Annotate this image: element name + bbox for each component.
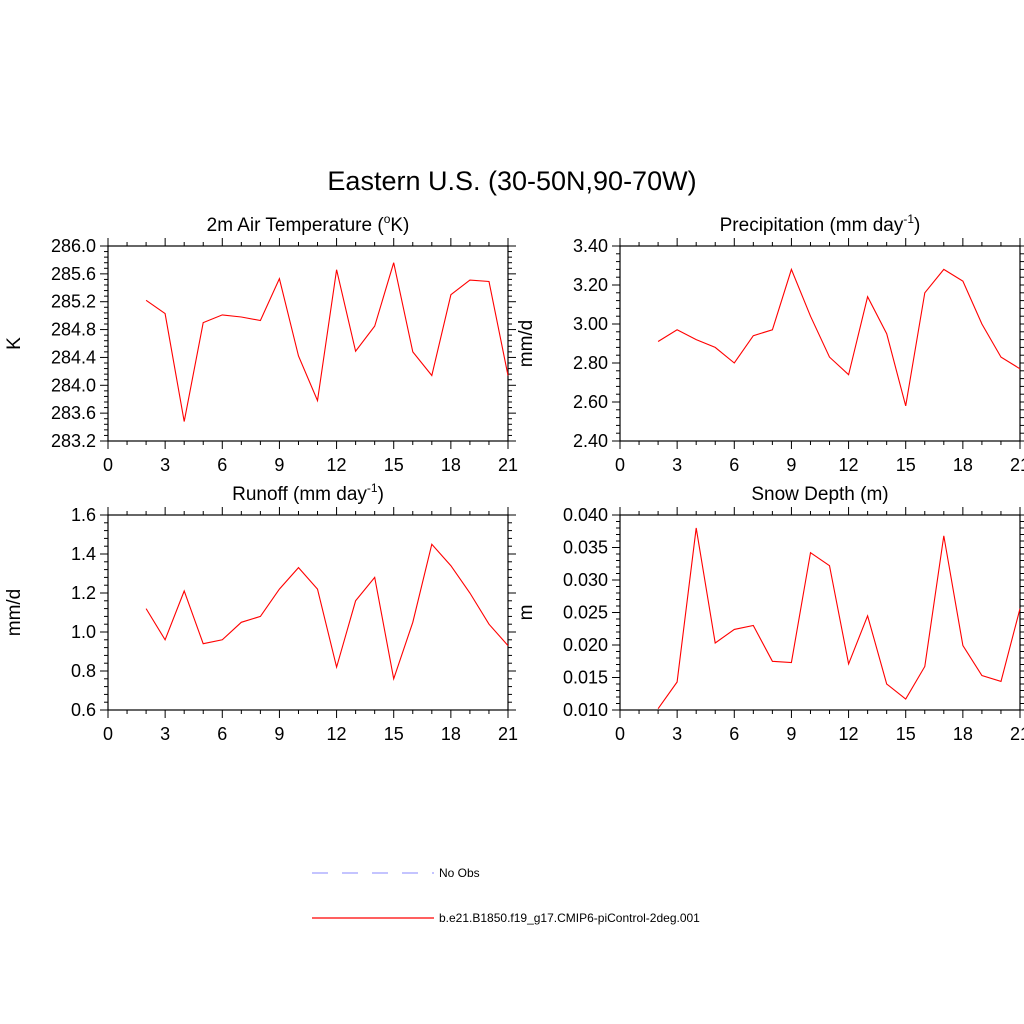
y-axis-label: m <box>516 605 537 621</box>
y-axis-label: mm/d <box>4 589 25 637</box>
x-tick-label: 15 <box>384 724 404 744</box>
x-tick-label: 12 <box>327 724 347 744</box>
y-tick-label: 0.6 <box>71 700 96 720</box>
plot-frame <box>619 245 1021 442</box>
x-tick-label: 6 <box>729 455 739 475</box>
legend-label-1: No Obs <box>439 866 480 880</box>
legend: No Obs b.e21.B1850.f19_g17.CMIP6-piContro… <box>312 866 700 925</box>
panel-title-superscript: o <box>384 212 391 226</box>
y-tick-label: 3.20 <box>573 275 608 295</box>
y-tick-label: 1.4 <box>71 544 96 564</box>
y-tick-label: 1.6 <box>71 505 96 525</box>
x-tick-label: 0 <box>103 455 113 475</box>
y-tick-label: 1.0 <box>71 622 96 642</box>
y-tick-label: 0.030 <box>563 570 608 590</box>
panel-title-text: 2m Air Temperature ( <box>207 215 385 236</box>
x-tick-label: 18 <box>953 455 973 475</box>
series-line <box>145 543 509 681</box>
y-tick-label: 285.2 <box>51 292 96 312</box>
y-tick-label: 3.40 <box>573 236 608 256</box>
panel-title-text-end: ) <box>914 215 920 236</box>
series-line <box>657 527 1021 710</box>
series-line <box>145 262 509 422</box>
y-tick-label: 1.2 <box>71 583 96 603</box>
x-tick-label: 9 <box>274 724 284 744</box>
panel-title-text: Snow Depth (m) <box>751 484 888 505</box>
x-tick-label: 15 <box>896 455 916 475</box>
x-tick-label: 12 <box>839 724 859 744</box>
x-tick-label: 18 <box>441 455 461 475</box>
x-tick-label: 12 <box>839 455 859 475</box>
x-tick-label: 6 <box>217 455 227 475</box>
panel-title: Snow Depth (m) <box>751 484 888 505</box>
y-tick-label: 0.8 <box>71 661 96 681</box>
panel-4: Snow Depth (m) m 0 3 6 9 12 15 18 21 0.010 0.015 0.0… <box>516 484 1024 744</box>
x-tick-label: 0 <box>103 724 113 744</box>
y-tick-label: 2.40 <box>573 431 608 451</box>
plot-frame <box>107 514 509 711</box>
y-tick-label: 286.0 <box>51 236 96 256</box>
x-tick-label: 6 <box>729 724 739 744</box>
y-tick-label: 284.0 <box>51 375 96 395</box>
x-tick-label: 12 <box>327 455 347 475</box>
y-tick-label: 0.015 <box>563 668 608 688</box>
x-tick-label: 9 <box>786 724 796 744</box>
panel-title: Runoff (mm day-1) <box>232 481 384 505</box>
x-tick-label: 0 <box>615 724 625 744</box>
y-axis-label: mm/d <box>516 320 537 368</box>
panel-3: Runoff (mm day-1) mm/d 0 3 6 9 12 15 18 21 0.6 0.8 1… <box>4 481 518 744</box>
x-tick-label: 9 <box>274 455 284 475</box>
panel-title-text: Precipitation (mm day <box>720 215 904 236</box>
y-tick-label: 283.2 <box>51 431 96 451</box>
x-tick-label: 6 <box>217 724 227 744</box>
y-tick-label: 0.025 <box>563 603 608 623</box>
series-line <box>657 267 1021 407</box>
y-tick-label: 3.00 <box>573 314 608 334</box>
y-tick-label: 2.80 <box>573 353 608 373</box>
panel-title-text-end: ) <box>378 484 384 505</box>
main-title: Eastern U.S. (30-50N,90-70W) <box>327 166 696 196</box>
panels: 2m Air Temperature (oK) K 0 3 6 9 12 15 18 21 283.… <box>4 212 1024 744</box>
x-tick-label: 3 <box>160 455 170 475</box>
plot-frame <box>619 514 1021 711</box>
legend-label-2: b.e21.B1850.f19_g17.CMIP6-piControl-2deg… <box>439 911 700 925</box>
y-tick-label: 0.020 <box>563 635 608 655</box>
x-tick-label: 0 <box>615 455 625 475</box>
y-tick-label: 284.4 <box>51 347 96 367</box>
x-tick-label: 21 <box>1010 455 1024 475</box>
y-tick-label: 284.8 <box>51 320 96 340</box>
plot-frame <box>107 245 509 442</box>
y-axis-label: K <box>4 337 25 350</box>
x-tick-label: 15 <box>896 724 916 744</box>
x-tick-label: 21 <box>498 455 518 475</box>
y-tick-label: 0.040 <box>563 505 608 525</box>
x-tick-label: 21 <box>1010 724 1024 744</box>
x-tick-label: 3 <box>672 724 682 744</box>
x-tick-label: 18 <box>441 724 461 744</box>
panel-title-text: Runoff (mm day <box>232 484 367 505</box>
x-tick-label: 3 <box>672 455 682 475</box>
panel-title: Precipitation (mm day-1) <box>720 212 921 236</box>
panel-1: 2m Air Temperature (oK) K 0 3 6 9 12 15 18 21 283.… <box>4 212 518 475</box>
x-tick-label: 15 <box>384 455 404 475</box>
y-tick-label: 0.035 <box>563 538 608 558</box>
y-tick-label: 285.6 <box>51 264 96 284</box>
x-tick-label: 9 <box>786 455 796 475</box>
panel-title: 2m Air Temperature (oK) <box>207 212 410 236</box>
y-tick-label: 0.010 <box>563 700 608 720</box>
panel-title-superscript: -1 <box>903 212 914 226</box>
x-tick-label: 18 <box>953 724 973 744</box>
panel-title-superscript: -1 <box>367 481 378 495</box>
panel-2: Precipitation (mm day-1) mm/d 0 3 6 9 12 15 18 21… <box>516 212 1024 475</box>
y-tick-label: 2.60 <box>573 392 608 412</box>
panel-title-text-end: K) <box>390 215 409 236</box>
x-tick-label: 3 <box>160 724 170 744</box>
y-tick-label: 283.6 <box>51 403 96 423</box>
x-tick-label: 21 <box>498 724 518 744</box>
